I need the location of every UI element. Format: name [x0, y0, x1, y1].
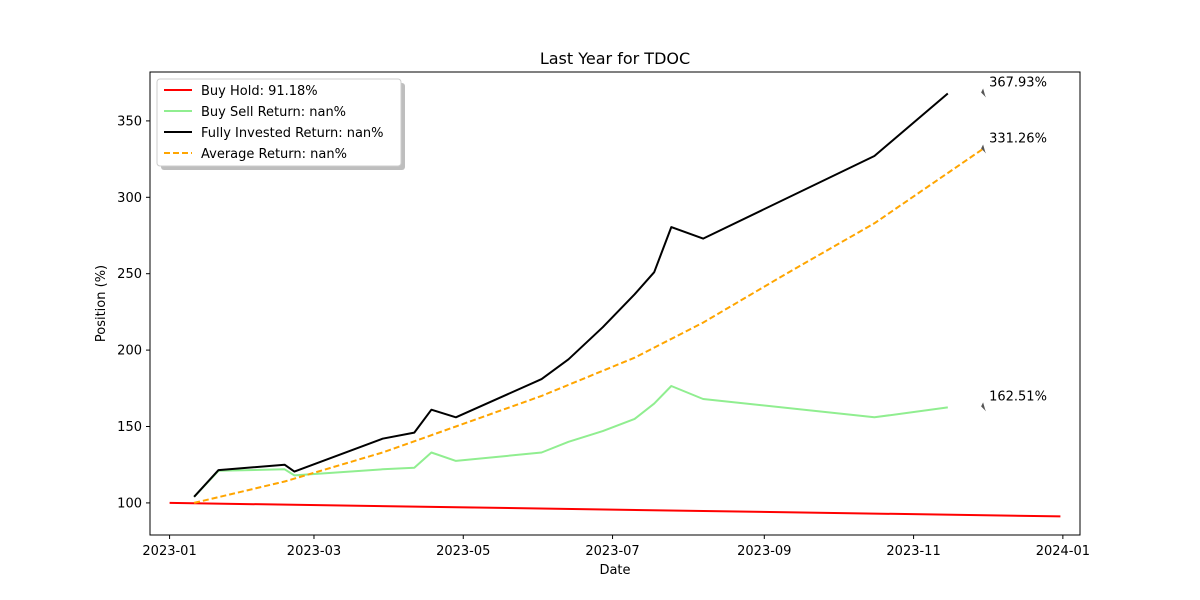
annotation-arrow [981, 402, 987, 412]
annotation-label: 331.26% [989, 132, 1047, 147]
legend: Buy Hold: 91.18% Buy Sell Return: nan% Ful… [156, 78, 405, 170]
y-tick-label: 250 [117, 267, 142, 282]
legend-items: Buy Hold: 91.18% Buy Sell Return: nan% Ful… [164, 84, 384, 162]
legend-label-1: Buy Sell Return: nan% [201, 105, 346, 120]
legend-label-3: Average Return: nan% [201, 147, 347, 162]
y-tick-label: 150 [117, 420, 142, 435]
y-tick-label: 300 [117, 191, 142, 206]
x-tick-label: 2023-11 [886, 544, 940, 559]
chart-title: Last Year for TDOC [540, 49, 690, 68]
annotations: 367.93% 331.26% 162.51% [981, 75, 1047, 412]
plot-frame [149, 71, 1081, 536]
legend-label-0: Buy Hold: 91.18% [201, 84, 318, 99]
y-tick-label: 350 [117, 114, 142, 129]
x-tick-label: 2024-01 [1036, 544, 1090, 559]
y-axis: 100 150 200 250 300 350 [117, 114, 150, 511]
x-tick-label: 2023-05 [436, 544, 490, 559]
annotation-label: 162.51% [989, 389, 1047, 404]
x-tick-label: 2023-03 [287, 544, 341, 559]
x-axis-title: Date [599, 563, 630, 578]
y-tick-label: 200 [117, 344, 142, 359]
y-tick-label: 100 [117, 496, 142, 511]
x-axis: 2023-01 2023-03 2023-05 2023-07 2023-09 2023-… [142, 535, 1090, 559]
annotation-arrow [981, 144, 987, 154]
series-line-1 [193, 385, 948, 498]
annotation-label: 367.93% [989, 75, 1047, 90]
series-line-2 [193, 92, 949, 498]
annotation-arrow [981, 88, 987, 98]
series-line-3 [193, 148, 983, 504]
legend-label-2: Fully Invested Return: nan% [201, 126, 384, 141]
plot-lines [169, 92, 1061, 518]
x-tick-label: 2023-01 [142, 544, 196, 559]
x-tick-label: 2023-09 [737, 544, 791, 559]
x-tick-label: 2023-07 [585, 544, 639, 559]
legend-box [156, 78, 402, 167]
series-line-0 [169, 501, 1061, 518]
y-axis-title: Position (%) [94, 265, 109, 342]
